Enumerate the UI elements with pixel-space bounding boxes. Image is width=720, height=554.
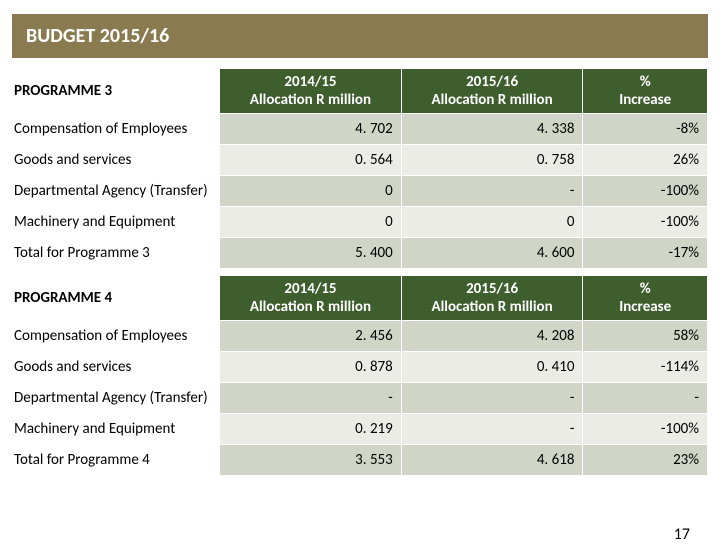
col-header: 2015/16Allocation R million [401,276,583,321]
programme-label: PROGRAMME 4 [12,276,220,321]
cell: 0. 219 [220,414,402,445]
cell: -17% [583,238,708,269]
row-label: Machinery and Equipment [12,414,220,445]
table-row: Machinery and Equipment 0 0 -100% [12,207,708,238]
cell: 26% [583,145,708,176]
cell: 5. 400 [220,238,402,269]
cell: 4. 600 [401,238,583,269]
table-row: Machinery and Equipment 0. 219 - -100% [12,414,708,445]
row-label: Departmental Agency (Transfer) [12,383,220,414]
cell: -8% [583,114,708,145]
cell: 0 [220,207,402,238]
cell: -100% [583,176,708,207]
table-header: PROGRAMME 4 2014/15Allocation R million … [12,276,708,321]
cell: -100% [583,207,708,238]
cell: 0. 564 [220,145,402,176]
table-row: Departmental Agency (Transfer) - - - [12,383,708,414]
table-row: Goods and services 0. 564 0. 758 26% [12,145,708,176]
cell: 0. 878 [220,352,402,383]
row-label: Machinery and Equipment [12,207,220,238]
cell: - [401,414,583,445]
cell: 23% [583,445,708,476]
cell: 0 [401,207,583,238]
table-row: Departmental Agency (Transfer) 0 - -100% [12,176,708,207]
cell: 0. 758 [401,145,583,176]
row-label: Goods and services [12,145,220,176]
cell: 58% [583,321,708,352]
cell: 4. 208 [401,321,583,352]
cell: 3. 553 [220,445,402,476]
cell: - [583,383,708,414]
programme-4-table: PROGRAMME 4 2014/15Allocation R million … [12,275,708,476]
cell: 4. 702 [220,114,402,145]
cell: 4. 338 [401,114,583,145]
col-header: %Increase [583,276,708,321]
cell: 0 [220,176,402,207]
cell: 4. 618 [401,445,583,476]
col-header: 2015/16Allocation R million [401,69,583,114]
table-row: Compensation of Employees 2. 456 4. 208 … [12,321,708,352]
cell: -114% [583,352,708,383]
table-header: PROGRAMME 3 2014/15Allocation R million … [12,69,708,114]
page-number: 17 [674,525,690,544]
row-label: Compensation of Employees [12,321,220,352]
cell: - [401,383,583,414]
row-label: Total for Programme 3 [12,238,220,269]
cell: - [401,176,583,207]
cell: 2. 456 [220,321,402,352]
row-label: Compensation of Employees [12,114,220,145]
cell: 0. 410 [401,352,583,383]
col-header: %Increase [583,69,708,114]
page-title: BUDGET 2015/16 [12,14,708,58]
cell: -100% [583,414,708,445]
row-label: Total for Programme 4 [12,445,220,476]
table-row: Goods and services 0. 878 0. 410 -114% [12,352,708,383]
row-label: Departmental Agency (Transfer) [12,176,220,207]
cell: - [220,383,402,414]
col-header: 2014/15Allocation R million [220,69,402,114]
row-label: Goods and services [12,352,220,383]
table-row: Total for Programme 3 5. 400 4. 600 -17% [12,238,708,269]
col-header: 2014/15Allocation R million [220,276,402,321]
programme-label: PROGRAMME 3 [12,69,220,114]
table-row: Total for Programme 4 3. 553 4. 618 23% [12,445,708,476]
table-row: Compensation of Employees 4. 702 4. 338 … [12,114,708,145]
programme-3-table: PROGRAMME 3 2014/15Allocation R million … [12,68,708,269]
